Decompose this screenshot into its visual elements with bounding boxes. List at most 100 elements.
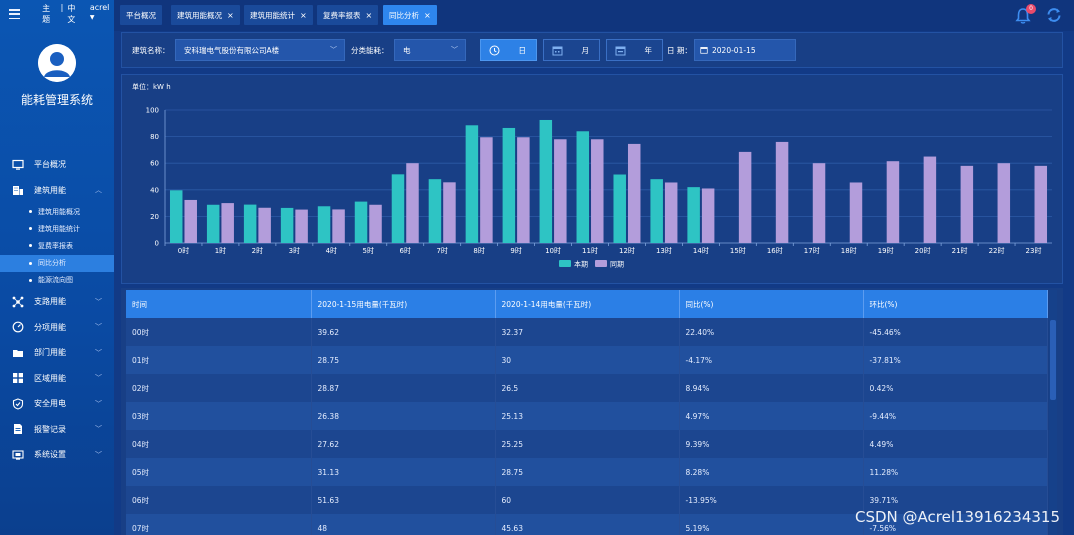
category-select[interactable]: 电 ﹀ xyxy=(394,39,466,61)
bar-previous-16 xyxy=(775,141,789,243)
avatar xyxy=(38,44,76,82)
bar-current-3 xyxy=(280,207,294,243)
date-label: 日 期： xyxy=(667,46,692,55)
x-tick-label: 20时 xyxy=(915,246,931,255)
sidebar-item-platform-overview[interactable]: 平台概况 xyxy=(0,152,114,178)
bar-current-1 xyxy=(206,204,220,243)
table-cell: 32.37 xyxy=(495,318,680,346)
table-row[interactable]: 06时 51.63 60 -13.95% 39.71% xyxy=(126,486,1048,514)
x-tick-label: 18时 xyxy=(841,246,857,255)
table-cell: 45.63 xyxy=(495,514,680,535)
table-cell: -4.17% xyxy=(679,346,864,374)
bar-previous-10 xyxy=(554,139,567,243)
legend-label: 同期 xyxy=(610,261,624,269)
table-cell: 31.13 xyxy=(311,458,496,486)
table-row[interactable]: 01时 28.75 30 -4.17% -37.81% xyxy=(126,346,1048,374)
sidebar-item-sub-energy[interactable]: 分项用能 ﹀ xyxy=(0,314,114,340)
close-icon[interactable]: × xyxy=(300,10,307,20)
close-icon[interactable]: × xyxy=(227,10,234,20)
x-tick-label: 6时 xyxy=(399,246,410,255)
bar-previous-17 xyxy=(812,163,826,243)
x-tick-label: 15时 xyxy=(730,246,746,255)
month-toggle-label: 月 xyxy=(581,45,590,55)
y-tick-label: 80 xyxy=(150,133,159,141)
tab-building-statistics[interactable]: 建筑用能统计 × xyxy=(244,5,313,25)
table-cell: 26.38 xyxy=(311,402,496,430)
scrollbar-thumb[interactable] xyxy=(1050,320,1056,400)
bar-current-14 xyxy=(687,187,700,243)
bar-chart: 0 20 40 60 80 100 0时 1时 2时 3时 4时 5时 6时 7时 8时 9时 10时 11时 12… xyxy=(146,107,1052,269)
sidebar-item-label: 分项用能 xyxy=(34,322,66,332)
bar-current-5 xyxy=(354,201,368,243)
sidebar-subitem-overview[interactable]: 建筑用能概况 xyxy=(0,203,114,220)
bar-previous-9 xyxy=(517,137,530,243)
refresh-icon[interactable] xyxy=(1045,6,1063,24)
table-row[interactable]: 03时 26.38 25.13 4.97% -9.44% xyxy=(126,402,1048,430)
date-picker[interactable]: 2020-01-15 xyxy=(694,39,796,61)
user-menu[interactable]: acrel ▼ xyxy=(90,3,114,25)
caret-down-icon: ▼ xyxy=(89,14,95,21)
sidebar-item-label: 支路用能 xyxy=(34,297,66,307)
bar-previous-5 xyxy=(369,204,382,243)
tab-building-overview[interactable]: 建筑用能概况 × xyxy=(171,5,240,25)
bar-previous-22 xyxy=(997,163,1011,243)
hamburger-menu-icon[interactable] xyxy=(9,9,21,19)
close-icon[interactable]: × xyxy=(365,10,373,20)
y-tick-label: 40 xyxy=(150,186,159,194)
header-previous-kwh[interactable]: 2020-1-14用电量(千瓦时) xyxy=(495,290,680,318)
table-row[interactable]: 07时 48 45.63 5.19% -7.56% xyxy=(126,514,1048,535)
sidebar-subitem-statistics[interactable]: 建筑用能统计 xyxy=(0,220,114,237)
sidebar-item-alarm-records[interactable]: 报警记录 ﹀ xyxy=(0,416,114,442)
table-row[interactable]: 00时 39.62 32.37 22.40% -45.46% xyxy=(126,318,1048,346)
table-cell: 25.13 xyxy=(495,402,680,430)
day-toggle[interactable]: 日 xyxy=(480,39,537,61)
language-link[interactable]: 中文 xyxy=(67,4,76,24)
bar-previous-8 xyxy=(480,137,493,243)
sidebar-item-branch-energy[interactable]: 支路用能 ﹀ xyxy=(0,289,114,315)
data-table: 时间 2020-1-15用电量(千瓦时) 2020-1-14用电量(千瓦时) 同… xyxy=(126,290,1048,535)
theme-link[interactable]: 主题 xyxy=(42,4,51,24)
sidebar-item-building-energy[interactable]: 建筑用能 ︿ xyxy=(0,178,114,204)
document-icon xyxy=(11,423,24,436)
sidebar-subitem-yoy-analysis[interactable]: 同比分析 xyxy=(0,254,114,272)
sidebar-item-area-energy[interactable]: 区域用能 ﹀ xyxy=(0,365,114,391)
sidebar-item-label: 安全用电 xyxy=(34,399,66,409)
table-cell: 00时 xyxy=(126,318,312,346)
tab-rate-report[interactable]: 复费率报表 × xyxy=(317,5,379,25)
bar-previous-20 xyxy=(923,156,937,243)
sidebar-item-electrical-safety[interactable]: 安全用电 ﹀ xyxy=(0,391,114,417)
legend-swatch xyxy=(559,260,571,267)
building-select[interactable]: 安科瑞电气股份有限公司A楼 ﹀ xyxy=(175,39,345,61)
sidebar-subitem-energy-flow[interactable]: 能源流向图 xyxy=(0,272,114,289)
x-tick-label: 0时 xyxy=(178,246,189,255)
tab-yoy-analysis[interactable]: 同比分析 × xyxy=(383,5,437,25)
table-cell: 03时 xyxy=(126,402,312,430)
x-tick-label: 23时 xyxy=(1026,246,1042,255)
header-current-kwh[interactable]: 2020-1-15用电量(千瓦时) xyxy=(311,290,496,318)
year-toggle[interactable]: 年 xyxy=(606,39,663,61)
sidebar-subitem-rate-report[interactable]: 复费率报表 xyxy=(0,237,114,254)
chart-unit-label: 单位：kW h xyxy=(132,83,171,91)
sidebar-item-department-energy[interactable]: 部门用能 ﹀ xyxy=(0,340,114,366)
y-tick-label: 60 xyxy=(150,160,159,168)
sidebar-item-system-settings[interactable]: 系统设置 ﹀ xyxy=(0,442,114,468)
category-label: 分类能耗： xyxy=(351,46,389,55)
x-tick-label: 2时 xyxy=(252,246,263,255)
table-scrollbar[interactable] xyxy=(1049,290,1057,535)
table-row[interactable]: 05时 31.13 28.75 8.28% 11.28% xyxy=(126,458,1048,486)
table-cell: 02时 xyxy=(126,374,312,402)
month-toggle[interactable]: 月 xyxy=(543,39,600,61)
x-tick-label: 4时 xyxy=(326,246,337,255)
chevron-down-icon: ﹀ xyxy=(95,399,102,408)
header-mom[interactable]: 环比(%) xyxy=(863,290,1048,318)
close-icon[interactable]: × xyxy=(424,10,431,20)
header-yoy[interactable]: 同比(%) xyxy=(679,290,864,318)
clock-icon xyxy=(481,40,509,60)
table-row[interactable]: 04时 27.62 25.25 9.39% 4.49% xyxy=(126,430,1048,458)
table-header-row: 时间 2020-1-15用电量(千瓦时) 2020-1-14用电量(千瓦时) 同… xyxy=(126,290,1048,318)
tab-platform-overview[interactable]: 平台概况 xyxy=(120,5,162,25)
table-row[interactable]: 02时 28.87 26.5 8.94% 0.42% xyxy=(126,374,1048,402)
bar-previous-23 xyxy=(1034,165,1048,243)
header-time[interactable]: 时间 xyxy=(126,290,312,318)
top-links: 主题 | 中文 acrel ▼ xyxy=(42,3,114,25)
